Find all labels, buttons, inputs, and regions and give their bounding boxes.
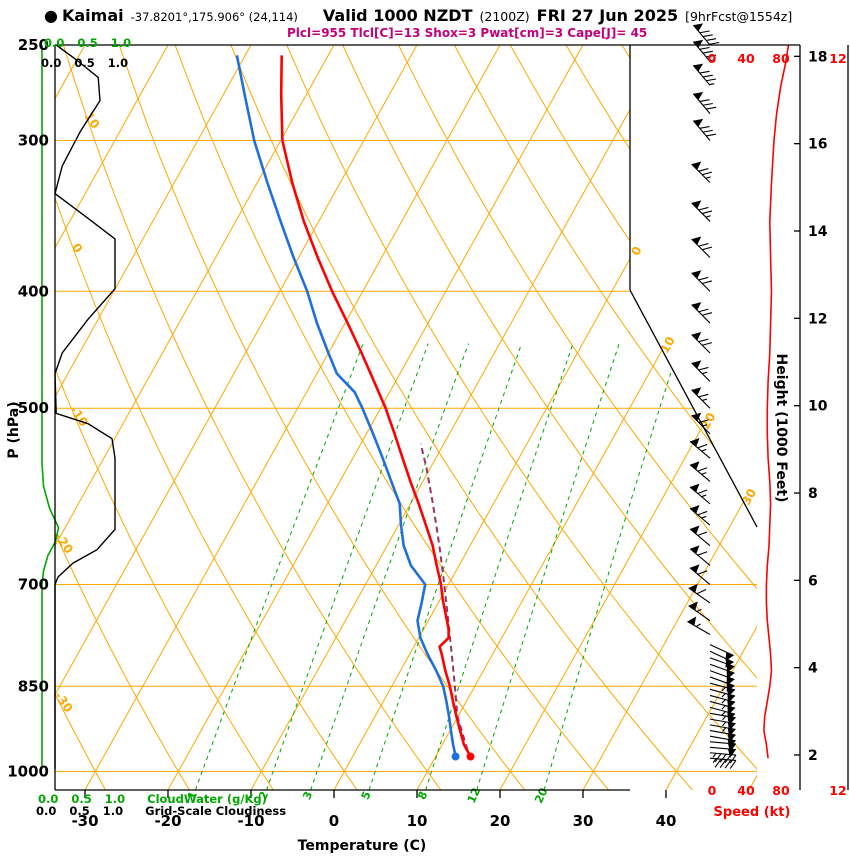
cloudiness-scale-bottom: 0.0 0.5 1.0 Grid-Scale Cloudiness — [36, 804, 286, 818]
svg-text:12: 12 — [465, 786, 483, 805]
svg-text:0: 0 — [708, 51, 717, 66]
svg-text:0: 0 — [329, 812, 339, 830]
svg-text:80: 80 — [772, 51, 790, 66]
svg-text:6: 6 — [808, 573, 818, 589]
cloudiness-axis-label: Grid-Scale Cloudiness — [145, 804, 287, 818]
pressure-axis: 250 300 400 500 700 850 1000 — [7, 36, 49, 780]
wind-barbs — [687, 23, 737, 769]
svg-text:-30: -30 — [71, 812, 98, 830]
pressure-axis-title: P (hPa) — [6, 401, 22, 459]
scale-tick: 1.0 — [107, 56, 129, 70]
station-bullet: ● — [44, 6, 58, 25]
sounding-parameters: Plcl=955 Tlcl[C]=13 Shox=3 Pwat[cm]=3 Ca… — [287, 26, 648, 40]
svg-text:400: 400 — [18, 282, 49, 300]
scale-tick: 0.0 — [36, 804, 57, 818]
scale-tick: 0.5 — [74, 56, 95, 70]
svg-text:30: 30 — [573, 812, 594, 830]
svg-text:12: 12 — [829, 783, 846, 798]
dewpoint-curve — [235, 55, 457, 757]
surface-temp-dot — [466, 752, 475, 761]
skewt-background — [55, 45, 757, 790]
speed-curve — [763, 44, 790, 759]
forecast-tag: [9hrFcst@1554z] — [685, 9, 793, 24]
valid-date: FRI 27 Jun 2025 — [536, 6, 679, 25]
svg-text:40: 40 — [656, 812, 677, 830]
station-name: Kaimai — [61, 6, 124, 25]
scale-tick: 0.0 — [38, 792, 59, 806]
svg-text:0: 0 — [628, 244, 644, 258]
temperature-axis: -30 -20 -10 0 10 20 30 40 — [71, 790, 676, 830]
surface-dewpoint-dot — [451, 752, 460, 761]
scale-tick: 0.0 — [44, 36, 65, 50]
svg-text:700: 700 — [18, 576, 49, 594]
svg-text:16: 16 — [808, 137, 827, 153]
scale-tick: 0.0 — [41, 56, 62, 70]
temperature-axis-title: Temperature (C) — [297, 838, 427, 854]
svg-text:850: 850 — [18, 677, 49, 695]
svg-text:1000: 1000 — [7, 762, 49, 780]
svg-text:12: 12 — [829, 51, 846, 66]
svg-text:0: 0 — [708, 783, 717, 798]
scale-tick: 1.0 — [104, 792, 126, 806]
cloud-profiles — [41, 44, 116, 769]
svg-text:2: 2 — [808, 748, 818, 764]
svg-text:20: 20 — [490, 812, 511, 830]
scale-tick: 1.0 — [102, 804, 124, 818]
svg-text:20: 20 — [532, 786, 550, 806]
svg-text:80: 80 — [772, 783, 790, 798]
scale-tick: 1.0 — [110, 36, 132, 50]
valid-time-z: (2100Z) — [479, 9, 530, 24]
svg-text:-10: -10 — [237, 812, 264, 830]
grid-scale-cloudiness-curve — [54, 44, 116, 769]
svg-text:10: 10 — [407, 812, 428, 830]
cloud-water-curve — [41, 45, 60, 769]
speed-profile: 0 0 40 40 80 80 12 12 — [708, 44, 847, 798]
svg-text:40: 40 — [737, 783, 755, 798]
svg-text:40: 40 — [737, 51, 755, 66]
svg-text:5: 5 — [359, 789, 374, 801]
scale-tick: 0.5 — [77, 36, 98, 50]
cloudiness-scale-top: 0.0 0.5 1.0 — [41, 56, 128, 70]
svg-text:3: 3 — [300, 789, 315, 801]
plot-borders — [54, 44, 849, 791]
svg-text:18: 18 — [808, 49, 827, 65]
scale-tick: 0.5 — [71, 792, 92, 806]
station-coords: -37.8201°,175.906° (24,114) — [130, 10, 298, 24]
svg-text:14: 14 — [808, 224, 828, 240]
cloudwater-scale-top: 0.0 0.5 1.0 — [44, 36, 131, 50]
height-axis: 2468101214161820222426283032 — [794, 45, 828, 790]
height-axis-title: Height (1000 Feet) — [773, 353, 789, 503]
svg-text:300: 300 — [18, 132, 49, 150]
svg-text:8: 8 — [808, 486, 818, 502]
sounding-profiles — [235, 55, 475, 761]
svg-text:500: 500 — [18, 399, 49, 417]
valid-time: Valid 1000 NZDT — [322, 6, 473, 25]
svg-text:4: 4 — [808, 661, 818, 677]
speed-axis-title: Speed (kt) — [713, 805, 791, 820]
svg-text:-20: -20 — [154, 812, 181, 830]
svg-text:250: 250 — [18, 36, 49, 54]
scale-tick: 0.5 — [69, 804, 90, 818]
svg-text:10: 10 — [808, 399, 828, 415]
svg-text:12: 12 — [808, 311, 827, 327]
chart-title: ● Kaimai -37.8201°,175.906° (24,114) Val… — [44, 6, 792, 25]
temperature-curve — [279, 55, 472, 758]
cloudwater-axis-label: CloudWater (g/Kg) — [147, 792, 267, 806]
cloudwater-scale-bottom: 0.0 0.5 1.0 CloudWater (g/Kg) — [38, 792, 267, 806]
